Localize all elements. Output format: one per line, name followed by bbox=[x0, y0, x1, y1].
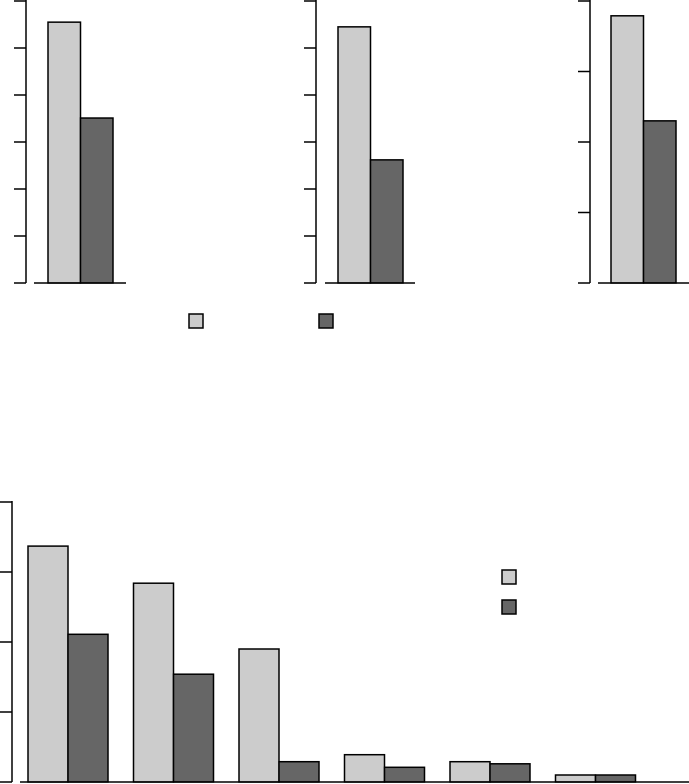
bar bbox=[172, 673, 215, 783]
legend-swatch bbox=[318, 313, 334, 329]
bar bbox=[642, 120, 677, 284]
bar bbox=[489, 763, 531, 783]
bar bbox=[132, 582, 175, 783]
bar bbox=[383, 766, 426, 783]
legend-swatch bbox=[501, 599, 517, 615]
bar bbox=[343, 753, 386, 783]
legend-swatch bbox=[188, 313, 204, 329]
bar bbox=[238, 648, 280, 783]
bar bbox=[67, 633, 109, 783]
bar bbox=[610, 15, 645, 284]
bar bbox=[47, 21, 82, 284]
legend-swatch bbox=[501, 569, 517, 585]
bar bbox=[79, 117, 114, 284]
bar bbox=[278, 760, 320, 783]
bar bbox=[369, 159, 404, 284]
bar bbox=[449, 760, 491, 783]
bar bbox=[594, 774, 637, 783]
bar bbox=[27, 545, 69, 783]
bar bbox=[554, 774, 597, 783]
bar bbox=[337, 26, 372, 284]
